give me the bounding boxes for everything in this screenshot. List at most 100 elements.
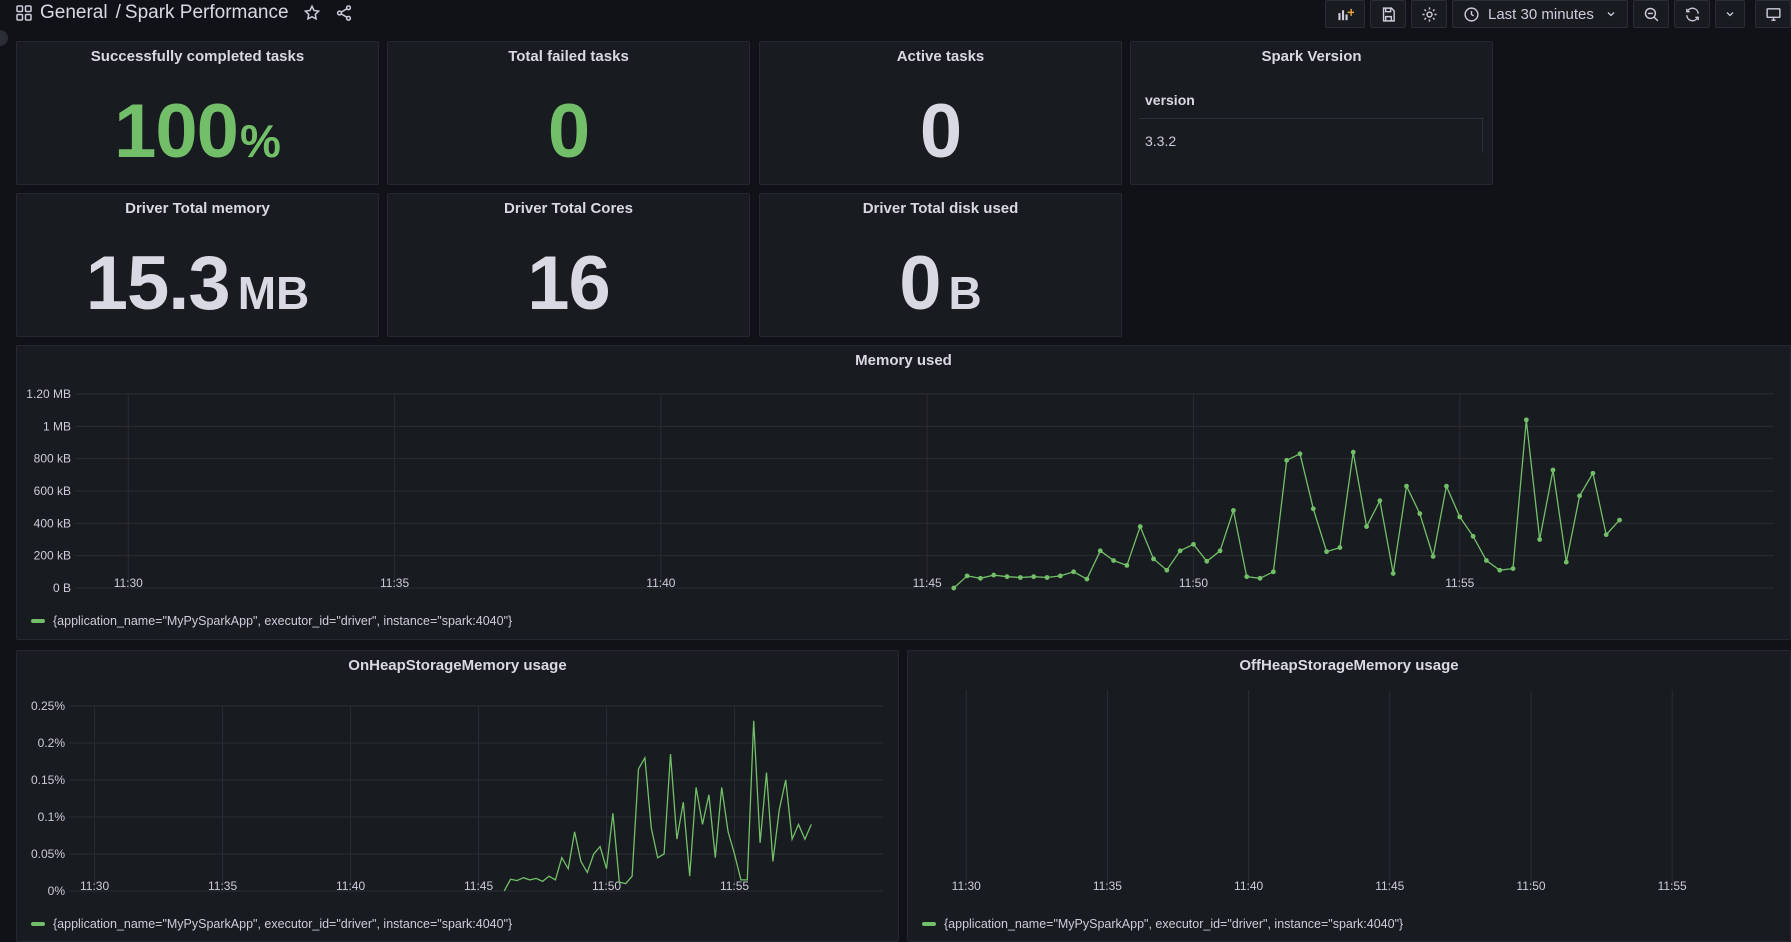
panel-active-tasks[interactable]: Active tasks 0 (759, 41, 1122, 185)
panel-offheap-storage[interactable]: OffHeapStorageMemory usage 11:30 11:35 11:… (907, 650, 1791, 942)
data-point (1457, 514, 1463, 520)
x-tick-label: 11:40 (1234, 879, 1263, 893)
panel-title: Spark Version (1261, 48, 1362, 65)
x-tick-label: 11:50 (592, 879, 621, 893)
table-edge (1482, 119, 1483, 153)
y-tick-label: 800 kB (34, 452, 71, 466)
chart-legend[interactable]: {application_name="MyPySparkApp", execut… (31, 614, 512, 628)
data-point (1191, 541, 1196, 547)
data-point (1590, 470, 1596, 476)
data-point (1350, 449, 1356, 455)
series-line (953, 419, 1620, 589)
x-tick-label: 11:35 (208, 879, 237, 893)
panel-driver-cores[interactable]: Driver Total Cores 16 (387, 193, 750, 337)
panel-failed-tasks[interactable]: Total failed tasks 0 (387, 41, 750, 185)
dashboard-settings-button[interactable] (1411, 0, 1447, 28)
data-point (1057, 573, 1063, 579)
x-tick-label: 11:30 (80, 879, 109, 893)
data-point (1031, 574, 1037, 580)
series-line (503, 720, 812, 892)
table-header-version[interactable]: version (1145, 92, 1195, 108)
x-tick-label: 11:45 (464, 879, 493, 893)
data-point (1444, 483, 1449, 489)
data-point (1390, 571, 1396, 576)
panel-spark-version[interactable]: Spark Version version 3.3.2 (1130, 41, 1493, 185)
chevron-down-icon (1726, 12, 1734, 17)
data-point (1417, 511, 1423, 517)
x-tick-label: 11:55 (720, 879, 749, 893)
data-point (1404, 483, 1409, 489)
share-icon[interactable] (335, 4, 353, 22)
data-point (1111, 558, 1116, 563)
time-range-picker[interactable]: Last 30 minutes (1452, 0, 1628, 28)
offheap-storage-chart[interactable]: 11:30 11:35 11:40 11:45 11:50 11:55 (908, 651, 1791, 942)
y-tick-label: 600 kB (34, 484, 71, 498)
panel-title: OnHeapStorageMemory usage (348, 657, 567, 674)
stat-value: 100% (17, 88, 378, 175)
legend-label: {application_name="MyPySparkApp", execut… (53, 614, 513, 628)
chart-legend[interactable]: {application_name="MyPySparkApp", execut… (922, 917, 1403, 931)
data-point (1377, 498, 1383, 504)
stat-unit: B (948, 267, 982, 319)
view-mode-button[interactable] (1755, 0, 1791, 28)
x-tick-label: 11:55 (1445, 576, 1474, 590)
refresh-interval-dropdown[interactable] (1715, 0, 1745, 28)
stat-unit: MB (237, 267, 310, 319)
legend-label: {application_name="MyPySparkApp", execut… (944, 917, 1404, 931)
panel-title: OffHeapStorageMemory usage (1239, 657, 1459, 674)
panel-driver-memory[interactable]: Driver Total memory 15.3 MB (16, 193, 379, 337)
axis-group: 0 B 200 kB 400 kB 600 kB 800 kB 1 MB 1.20 MB 11… (26, 387, 1774, 595)
data-point (1617, 517, 1622, 523)
memory-used-chart[interactable]: 0 B 200 kB 400 kB 600 kB 800 kB 1 MB 1.20 MB 11… (17, 346, 1791, 640)
clock-icon (1464, 6, 1479, 22)
chart-legend[interactable]: {application_name="MyPySparkApp", execut… (31, 917, 512, 931)
stat-value: 0 (388, 88, 749, 175)
panel-onheap-storage[interactable]: OnHeapStorageMemory usage 0% 0.05% 0.1% 0.1… (16, 650, 899, 942)
stat-number: 0 (899, 241, 941, 326)
data-point (1231, 508, 1236, 513)
data-point (1550, 467, 1556, 473)
panel-completed-tasks[interactable]: Successfully completed tasks 100% (16, 41, 379, 185)
data-point (1337, 545, 1343, 550)
data-point (1124, 562, 1130, 568)
panel-title: Driver Total memory (125, 200, 270, 217)
data-point (1204, 558, 1210, 564)
data-point (991, 572, 997, 578)
onheap-storage-chart[interactable]: 0% 0.05% 0.1% 0.15% 0.2% 0.25% 11:30 11:35 11:40… (17, 651, 899, 942)
save-dashboard-button[interactable] (1370, 0, 1406, 28)
panel-memory-used[interactable]: Memory used 0 B 200 kB 400 kB 600 kB 800 kB 1… (16, 345, 1791, 640)
y-tick-label: 0% (48, 884, 66, 898)
data-point (1510, 566, 1516, 571)
x-tick-label: 11:45 (1375, 879, 1404, 893)
legend-swatch (31, 922, 45, 926)
x-tick-label: 11:30 (114, 576, 143, 590)
x-tick-label: 11:50 (1179, 576, 1208, 590)
data-point (1137, 524, 1143, 529)
y-tick-label: 1 MB (43, 419, 71, 433)
add-panel-button[interactable] (1325, 0, 1365, 28)
refresh-icon (1685, 7, 1699, 21)
legend-swatch (922, 922, 936, 926)
legend-swatch (31, 619, 45, 623)
refresh-button[interactable] (1674, 0, 1710, 28)
data-point (1017, 575, 1023, 580)
sidebar-toggle[interactable] (0, 30, 8, 46)
data-point (1577, 493, 1583, 499)
panel-title: Driver Total disk used (862, 200, 1019, 217)
x-tick-label: 11:55 (1658, 879, 1687, 893)
stat-value: 0 (760, 88, 1121, 175)
y-tick-label: 400 kB (34, 516, 71, 530)
dashboards-grid-icon[interactable] (16, 5, 32, 21)
data-point (1364, 524, 1369, 529)
dashboard-title[interactable]: Spark Performance (124, 2, 289, 23)
zoom-out-button[interactable] (1633, 0, 1669, 28)
stat-value: 15.3 MB (17, 240, 378, 327)
y-tick-label: 200 kB (34, 549, 71, 563)
data-point (1310, 506, 1316, 512)
breadcrumb-folder[interactable]: General (40, 2, 108, 23)
star-icon[interactable] (303, 4, 321, 22)
breadcrumb-separator: / (115, 2, 121, 23)
add-panel-icon (1337, 8, 1354, 20)
